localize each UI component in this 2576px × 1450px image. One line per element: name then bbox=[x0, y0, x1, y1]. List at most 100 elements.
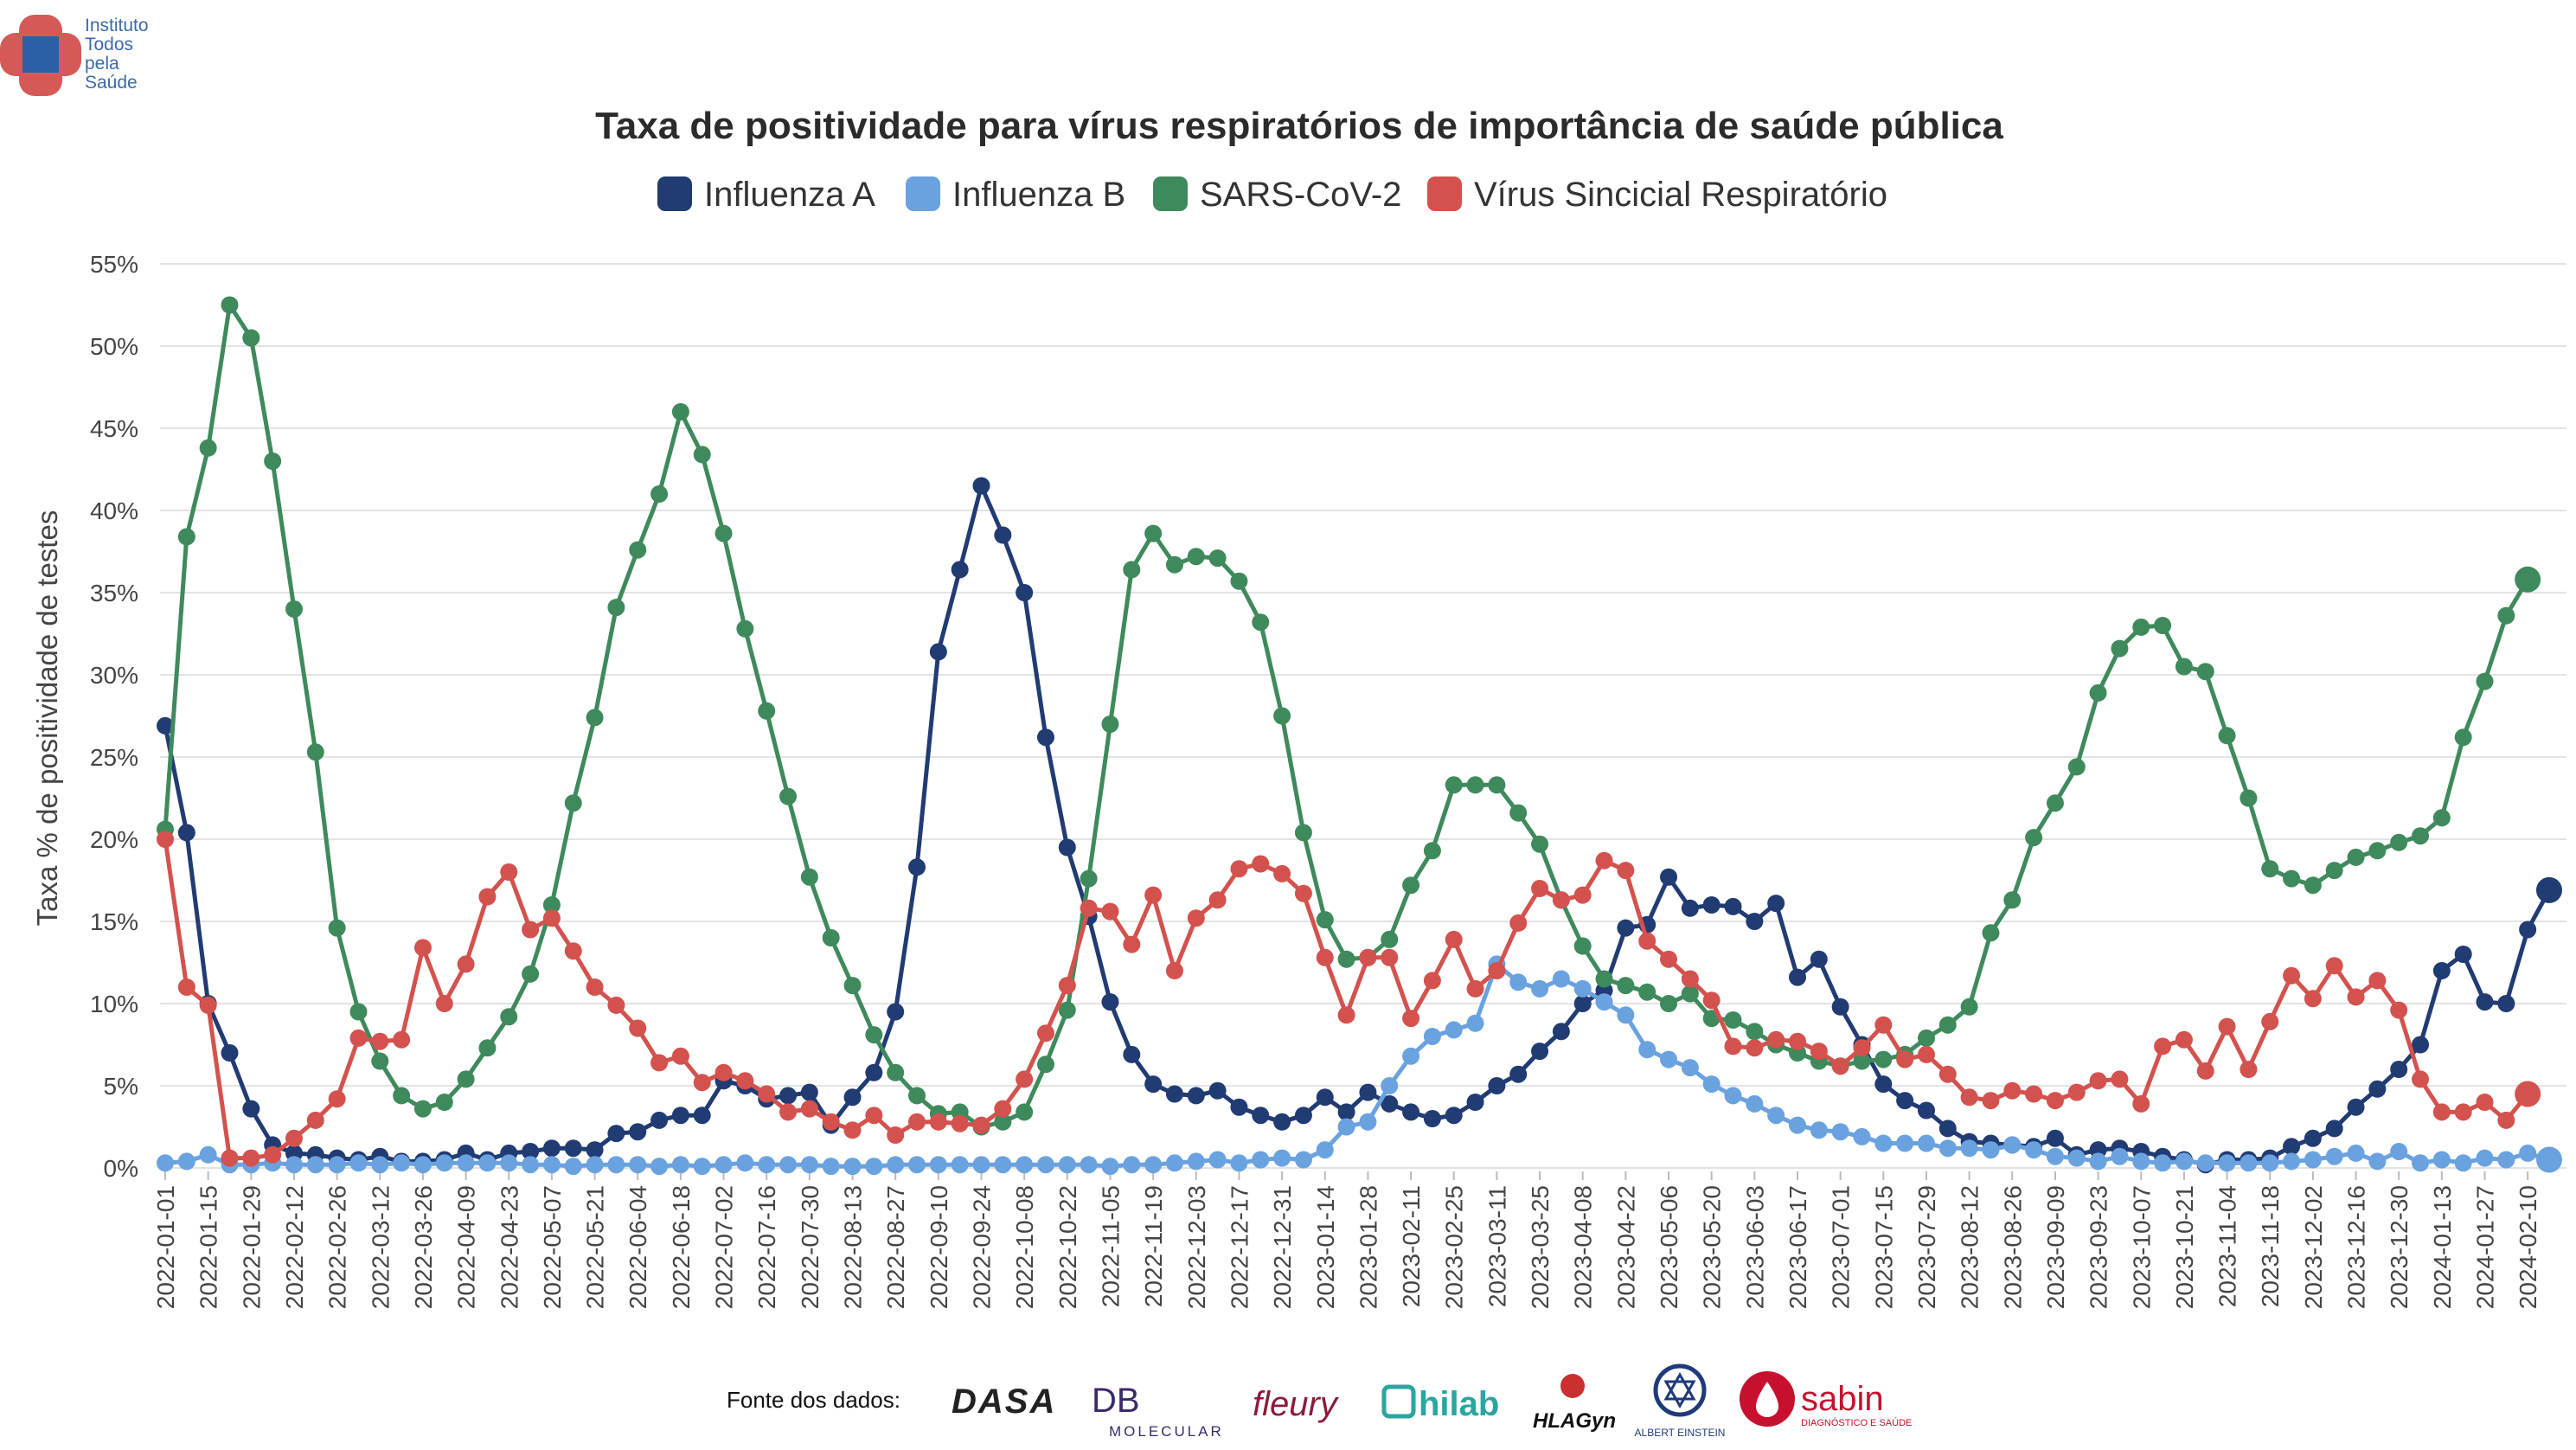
data-point-sars bbox=[607, 599, 625, 617]
data-point-sars bbox=[2412, 827, 2430, 845]
data-point-vsr bbox=[994, 1100, 1012, 1118]
data-point-influenza_b bbox=[1746, 1094, 1764, 1113]
data-point-sars bbox=[887, 1063, 905, 1081]
data-point-influenza_b bbox=[413, 1156, 432, 1174]
chart-title: Taxa de positividade para vírus respirat… bbox=[595, 105, 2003, 147]
series-line-influenza_a bbox=[163, 484, 2552, 1167]
x-tick-label: 2023-09-09 bbox=[2042, 1185, 2069, 1309]
data-point-sars bbox=[1402, 876, 1420, 895]
data-point-vsr bbox=[2196, 1062, 2214, 1080]
data-point-influenza_b bbox=[2412, 1154, 2430, 1172]
data-point-influenza_b bbox=[800, 1156, 818, 1174]
data-point-influenza_a bbox=[177, 824, 195, 842]
data-point-sars bbox=[349, 1003, 368, 1021]
data-point-sars bbox=[2325, 862, 2343, 880]
data-point-influenza_a bbox=[693, 1107, 711, 1125]
x-tick-label: 2022-03-26 bbox=[410, 1185, 437, 1309]
data-point-sars bbox=[285, 600, 303, 618]
data-point-sars bbox=[2067, 758, 2086, 776]
data-point-influenza_a bbox=[1938, 1120, 1957, 1138]
data-point-influenza_b bbox=[1531, 979, 1549, 998]
data-point-influenza_b bbox=[542, 1156, 561, 1174]
data-point-vsr bbox=[242, 1149, 260, 1167]
data-point-vsr bbox=[371, 1032, 389, 1050]
data-point-influenza_b bbox=[1294, 1151, 1312, 1169]
data-point-sars bbox=[413, 1100, 432, 1118]
data-point-influenza_a bbox=[542, 1139, 561, 1158]
data-point-vsr bbox=[1230, 860, 1248, 878]
x-tick-label: 2023-07-01 bbox=[1828, 1185, 1855, 1309]
data-point-influenza_a bbox=[1402, 1103, 1420, 1121]
y-tick-label: 50% bbox=[90, 333, 138, 360]
data-point-vsr bbox=[2111, 1070, 2129, 1088]
data-point-sars bbox=[1917, 1029, 1935, 1047]
x-tick-label: 2022-01-01 bbox=[152, 1185, 179, 1309]
data-point-sars bbox=[1294, 824, 1312, 842]
data-point-vsr bbox=[1466, 979, 1484, 998]
y-tick-label: 15% bbox=[90, 908, 138, 935]
x-tick-label: 2022-12-03 bbox=[1183, 1185, 1210, 1309]
data-point-influenza_a bbox=[929, 643, 947, 661]
data-point-influenza_a bbox=[1488, 1077, 1506, 1094]
data-point-influenza_b bbox=[349, 1154, 368, 1172]
data-point-vsr bbox=[1123, 935, 1141, 953]
data-point-sars bbox=[865, 1026, 883, 1044]
data-point-influenza_b bbox=[2067, 1149, 2086, 1167]
data-point-vsr bbox=[2283, 966, 2301, 985]
data-point-sars bbox=[500, 1008, 518, 1026]
data-point-influenza_b bbox=[2454, 1154, 2472, 1172]
data-point-influenza_a bbox=[1058, 838, 1076, 857]
data-point-sars bbox=[2089, 683, 2107, 702]
data-point-sars bbox=[2154, 617, 2172, 634]
data-point-influenza_b bbox=[564, 1158, 582, 1176]
data-point-vsr bbox=[1896, 1050, 1914, 1068]
data-point-influenza_b bbox=[1617, 1006, 1635, 1024]
data-point-influenza_b bbox=[393, 1154, 411, 1172]
legend-item-sars: SARS-CoV-2 bbox=[1153, 176, 1401, 214]
data-point-vsr bbox=[2347, 988, 2365, 1006]
data-point-vsr bbox=[2046, 1092, 2064, 1110]
x-tick-label: 2023-02-11 bbox=[1398, 1185, 1425, 1307]
data-point-influenza_b bbox=[2261, 1154, 2279, 1172]
data-point-sars bbox=[1144, 524, 1163, 542]
x-tick-label: 2023-04-08 bbox=[1570, 1185, 1597, 1309]
data-point-vsr bbox=[1617, 862, 1635, 880]
data-point-vsr bbox=[1273, 864, 1291, 882]
data-point-sars bbox=[908, 1087, 926, 1105]
data-point-influenza_b bbox=[1208, 1151, 1227, 1169]
data-point-sars bbox=[1960, 998, 1978, 1016]
data-point-influenza_a bbox=[157, 716, 174, 735]
data-point-influenza_b bbox=[1788, 1116, 1806, 1134]
data-point-sars bbox=[1488, 776, 1506, 794]
data-point-influenza_b bbox=[457, 1154, 475, 1172]
data-point-influenza_b bbox=[1080, 1156, 1098, 1174]
data-point-influenza_b bbox=[2025, 1141, 2043, 1159]
data-point-vsr bbox=[1681, 970, 1699, 988]
data-point-influenza_a bbox=[2497, 995, 2515, 1012]
data-point-vsr bbox=[1058, 977, 1076, 995]
data-point-influenza_a bbox=[1294, 1107, 1312, 1125]
series-influenza_b bbox=[157, 955, 2562, 1176]
data-point-influenza_b bbox=[1466, 1014, 1484, 1032]
data-point-sars bbox=[586, 709, 604, 727]
data-point-influenza_b bbox=[199, 1145, 217, 1164]
data-point-vsr bbox=[177, 978, 195, 996]
data-point-influenza_b bbox=[1423, 1028, 1441, 1045]
data-point-sars bbox=[2497, 606, 2515, 625]
data-point-sars bbox=[2218, 727, 2236, 745]
data-point-vsr bbox=[1359, 948, 1377, 966]
data-point-influenza_a bbox=[2347, 1098, 2365, 1116]
data-point-sars bbox=[671, 403, 689, 420]
data-point-influenza_a bbox=[2412, 1036, 2430, 1054]
data-point-vsr bbox=[1724, 1037, 1742, 1055]
db-logo-sub: MOLECULAR bbox=[1109, 1423, 1224, 1440]
legend-item-influenza_b: Influenza B bbox=[906, 176, 1125, 214]
data-point-sars bbox=[1617, 977, 1635, 995]
data-point-influenza_a bbox=[564, 1139, 582, 1158]
data-point-influenza_a bbox=[1617, 919, 1635, 937]
x-tick-label: 2022-09-24 bbox=[968, 1185, 995, 1309]
data-point-vsr bbox=[1509, 914, 1528, 932]
data-point-influenza_a bbox=[2390, 1061, 2408, 1078]
x-tick-label: 2022-10-22 bbox=[1054, 1185, 1081, 1309]
x-tick-label: 2022-12-31 bbox=[1269, 1185, 1296, 1309]
